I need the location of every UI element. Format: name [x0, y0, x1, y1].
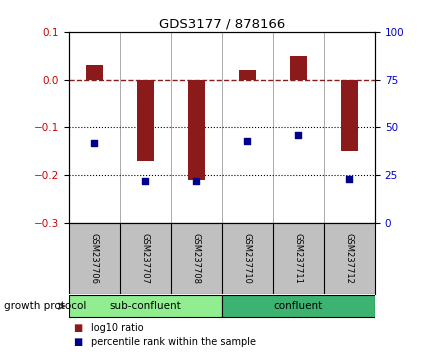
- Bar: [289, 56, 307, 80]
- Bar: [187, 80, 205, 180]
- Point: [294, 132, 301, 138]
- Bar: [136, 80, 154, 161]
- Text: ■: ■: [73, 337, 82, 348]
- Point: [345, 176, 352, 182]
- Bar: [69, 295, 221, 318]
- Point: [142, 178, 149, 184]
- Text: GSM237706: GSM237706: [90, 233, 99, 284]
- Title: GDS3177 / 878166: GDS3177 / 878166: [159, 18, 284, 31]
- Text: GSM237708: GSM237708: [191, 233, 200, 284]
- Bar: [340, 80, 358, 152]
- Point: [193, 178, 200, 184]
- Text: confluent: confluent: [273, 301, 322, 311]
- Point: [243, 138, 250, 144]
- Text: growth protocol: growth protocol: [4, 301, 86, 311]
- Text: percentile rank within the sample: percentile rank within the sample: [90, 337, 255, 348]
- Text: sub-confluent: sub-confluent: [109, 301, 181, 311]
- Bar: [221, 295, 374, 318]
- Text: log10 ratio: log10 ratio: [90, 323, 143, 333]
- Bar: [238, 70, 256, 80]
- Bar: [85, 65, 103, 80]
- Text: GSM237712: GSM237712: [344, 233, 353, 284]
- Text: ■: ■: [73, 323, 82, 333]
- Text: GSM237707: GSM237707: [141, 233, 150, 284]
- Point: [91, 140, 98, 145]
- Text: GSM237710: GSM237710: [243, 233, 252, 284]
- Text: GSM237711: GSM237711: [293, 233, 302, 284]
